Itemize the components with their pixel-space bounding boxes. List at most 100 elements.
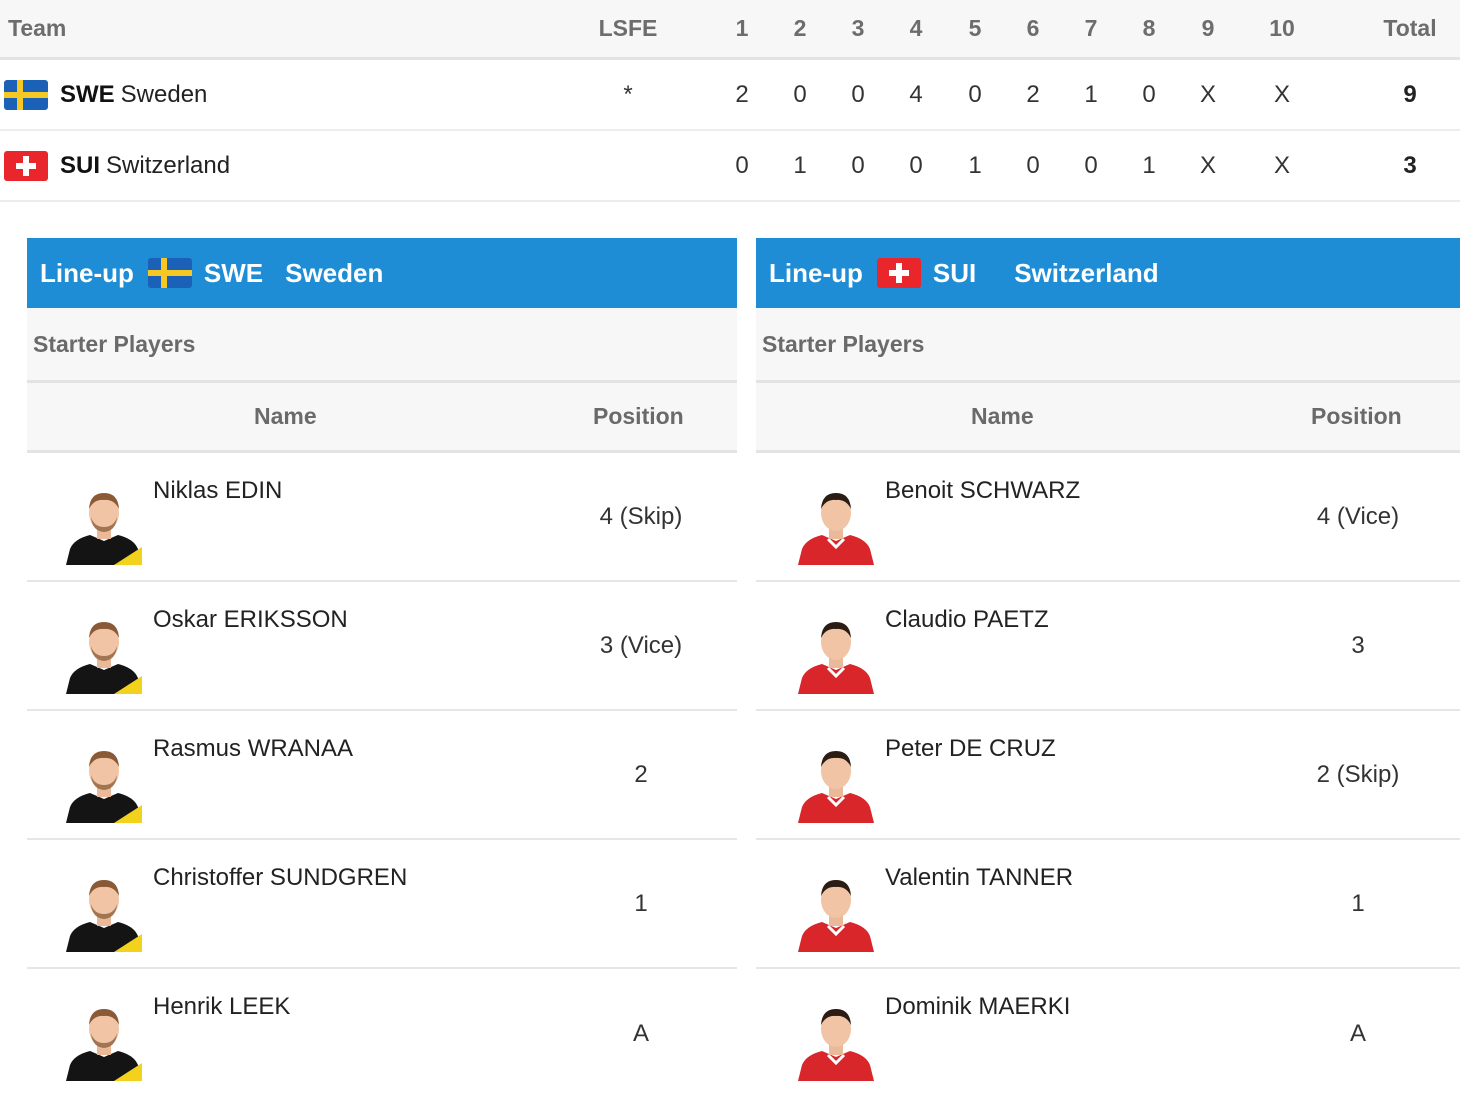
player-row: Christoffer SUNDGREN 1	[27, 840, 737, 969]
player-name[interactable]: Claudio PAETZ	[885, 606, 1049, 633]
column-position: Position	[593, 403, 684, 429]
section-title: Starter Players	[27, 308, 737, 383]
header-lsfe: LSFE	[598, 15, 658, 41]
player-photo	[796, 870, 876, 952]
player-position: 4 (Skip)	[599, 502, 683, 530]
player-row: Claudio PAETZ 3	[756, 582, 1460, 711]
team-cell: SWE Sweden	[4, 60, 207, 129]
header-total: Total	[1383, 15, 1437, 41]
player-photo	[64, 870, 144, 952]
total-score: 3	[1403, 151, 1417, 179]
player-position: 3	[1351, 631, 1365, 659]
player-position: 2	[634, 760, 648, 788]
player-photo	[796, 483, 876, 565]
end-score: 0	[793, 80, 807, 108]
end-score: 4	[909, 80, 923, 108]
lineup-country: Sweden	[285, 257, 384, 288]
score-row-sui: SUI Switzerland 0 1 0 0 1 0 0 1 X X 3	[0, 131, 1460, 202]
end-score: X	[1199, 80, 1216, 108]
end-score: 1	[1142, 151, 1156, 179]
lineup-panel-sui: Line-up SUI Switzerland Starter Players …	[756, 238, 1460, 1095]
header-end-9: 9	[1201, 15, 1215, 41]
end-score: 0	[909, 151, 923, 179]
player-photo	[796, 612, 876, 694]
player-name[interactable]: Valentin TANNER	[885, 864, 1074, 891]
player-position: 4 (Vice)	[1316, 502, 1400, 530]
lineup-team-code: SWE	[203, 257, 264, 288]
player-position: 1	[1351, 889, 1365, 917]
column-name: Name	[971, 403, 1034, 429]
player-name[interactable]: Oskar ERIKSSON	[153, 606, 348, 633]
lineup-header: Line-up SWE Sweden	[27, 238, 737, 308]
header-team: Team	[8, 15, 67, 41]
end-score: 0	[968, 80, 982, 108]
score-table: Team LSFE 1 2 3 4 5 6 7 8 9 10 Total SWE…	[0, 0, 1460, 202]
column-position: Position	[1311, 403, 1402, 429]
lineup-panel-swe: Line-up SWE Sweden Starter Players Name …	[27, 238, 737, 1095]
player-name[interactable]: Henrik LEEK	[153, 993, 291, 1020]
switzerland-flag-icon	[876, 258, 921, 288]
lineup-team-code: SUI	[932, 257, 977, 288]
player-row: Valentin TANNER 1	[756, 840, 1460, 969]
sweden-flag-icon	[147, 258, 192, 288]
player-position: A	[1349, 1019, 1366, 1047]
player-row: Henrik LEEK A	[27, 969, 737, 1095]
end-score: X	[1273, 80, 1290, 108]
lsfe-marker	[595, 131, 661, 200]
team-name: Sweden	[120, 80, 208, 108]
player-name[interactable]: Dominik MAERKI	[885, 993, 1071, 1020]
end-score: 0	[735, 151, 749, 179]
end-score: X	[1273, 151, 1290, 179]
header-end-8: 8	[1142, 15, 1156, 41]
end-score: X	[1199, 151, 1216, 179]
end-score: 1	[1084, 80, 1098, 108]
player-name[interactable]: Peter DE CRUZ	[885, 735, 1056, 762]
player-row: Niklas EDIN 4 (Skip)	[27, 453, 737, 582]
player-row: Rasmus WRANAA 2	[27, 711, 737, 840]
team-code: SWE	[60, 80, 115, 108]
player-name[interactable]: Niklas EDIN	[153, 477, 283, 504]
player-row: Oskar ERIKSSON 3 (Vice)	[27, 582, 737, 711]
total-score: 9	[1403, 80, 1417, 108]
player-list: Benoit SCHWARZ 4 (Vice) Claudio PAETZ 3 Pete…	[756, 453, 1460, 1095]
lineup-label: Line-up	[40, 257, 134, 288]
header-end-3: 3	[851, 15, 865, 41]
header-end-1: 1	[735, 15, 749, 41]
player-photo	[796, 741, 876, 823]
header-end-10: 10	[1269, 15, 1295, 41]
lsfe-marker: *	[623, 80, 633, 108]
player-name[interactable]: Rasmus WRANAA	[153, 735, 354, 762]
player-row: Dominik MAERKI A	[756, 969, 1460, 1095]
player-row: Peter DE CRUZ 2 (Skip)	[756, 711, 1460, 840]
player-name[interactable]: Christoffer SUNDGREN	[153, 864, 408, 891]
end-score: 0	[1026, 151, 1040, 179]
team-code: SUI	[60, 151, 101, 179]
score-header-row: Team LSFE 1 2 3 4 5 6 7 8 9 10 Total	[0, 0, 1460, 60]
end-score: 0	[1084, 151, 1098, 179]
end-score: 2	[735, 80, 749, 108]
end-score: 0	[851, 80, 865, 108]
player-photo	[64, 483, 144, 565]
end-score: 0	[1142, 80, 1156, 108]
score-row-swe: SWE Sweden * 2 0 0 4 0 2 1 0 X X 9	[0, 60, 1460, 131]
end-score: 1	[793, 151, 807, 179]
lineup-label: Line-up	[769, 257, 863, 288]
player-photo	[796, 999, 876, 1081]
player-name[interactable]: Benoit SCHWARZ	[885, 477, 1081, 504]
player-row: Benoit SCHWARZ 4 (Vice)	[756, 453, 1460, 582]
header-end-7: 7	[1084, 15, 1098, 41]
switzerland-flag-icon	[4, 150, 48, 181]
column-header-row: Name Position	[756, 383, 1460, 453]
lineup-country: Switzerland	[1014, 257, 1159, 288]
header-end-6: 6	[1026, 15, 1040, 41]
player-position: A	[632, 1019, 649, 1047]
end-score: 2	[1026, 80, 1040, 108]
header-end-2: 2	[793, 15, 807, 41]
section-title: Starter Players	[756, 308, 1460, 383]
player-list: Niklas EDIN 4 (Skip) Oskar ERIKSSON 3 (Vice…	[27, 453, 737, 1095]
header-end-4: 4	[909, 15, 923, 41]
player-position: 1	[634, 889, 648, 917]
end-score: 1	[968, 151, 982, 179]
lineup-header: Line-up SUI Switzerland	[756, 238, 1460, 308]
team-name: Switzerland	[106, 151, 231, 179]
